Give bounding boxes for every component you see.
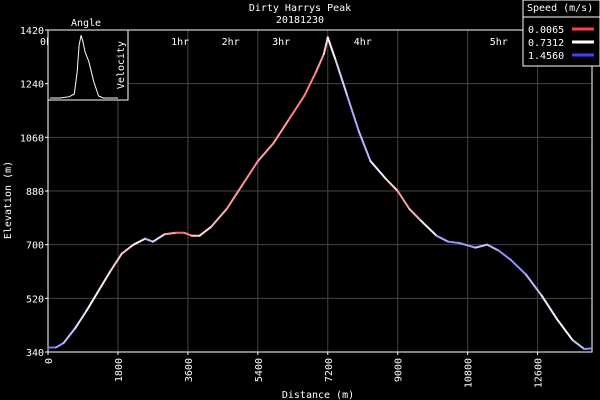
elevation-segment: [74, 309, 88, 330]
elevation-segment: [357, 130, 372, 163]
x-tick-label: 10800: [464, 358, 475, 388]
elevation-segment: [85, 289, 100, 312]
elevation-segment: [151, 233, 166, 243]
elevation-segment: [62, 327, 77, 345]
elevation-segment: [54, 342, 65, 349]
elevation-segment: [408, 207, 423, 222]
elevation-segment: [334, 58, 349, 97]
y-tick-label: 880: [26, 187, 44, 198]
y-tick-label: 1420: [20, 26, 44, 37]
elevation-segment: [396, 190, 411, 210]
speed-legend: Speed (m/s) 0.0065 0.7312 1.4560: [522, 0, 600, 67]
x-tick-label: 3600: [184, 358, 195, 382]
elevation-segment: [486, 243, 500, 252]
elevation-segment: [346, 94, 360, 133]
elevation-segment: [556, 318, 574, 342]
y-axis: 340 520 700 880 1060 1240 1420: [20, 26, 48, 359]
elevation-segment: [540, 294, 559, 321]
elevation-segment: [385, 178, 399, 192]
chart-title: Dirty Harrys Peak: [249, 3, 351, 14]
elevation-segment: [369, 160, 388, 181]
elevation-segment: [256, 142, 275, 163]
time-tick-label: 0h: [40, 37, 52, 48]
elevation-segment: [132, 237, 147, 246]
elevation-segment: [315, 52, 325, 73]
elevation-segment: [241, 160, 259, 187]
inset-title: Angle: [71, 18, 101, 29]
elevation-segment: [225, 184, 244, 210]
elevation-segment: [571, 339, 586, 351]
elevation-segment: [447, 240, 461, 245]
elevation-segment: [509, 258, 527, 276]
inset-ylabel: Velocity: [116, 41, 127, 89]
time-tick-label: 2hr: [222, 37, 240, 48]
y-tick-label: 1060: [20, 133, 44, 144]
elevation-segment: [497, 249, 512, 261]
elevation-series: [47, 36, 593, 351]
elevation-segment: [458, 242, 477, 249]
x-tick-label: 12600: [534, 358, 545, 388]
chart-subtitle: 20181230: [276, 15, 324, 26]
elevation-segment: [163, 231, 178, 236]
legend-title: Speed (m/s): [527, 3, 593, 14]
x-tick-label: 0: [44, 358, 55, 364]
x-axis: 0 1800 3600 5400 7200 9000 10800 12600: [44, 352, 545, 388]
elevation-segment: [287, 94, 306, 121]
time-tick-label: 3hr: [272, 37, 290, 48]
x-tick-label: 1800: [114, 358, 125, 382]
legend-entry-label: 1.4560: [528, 51, 564, 62]
elevation-segment: [303, 70, 318, 97]
elevation-segment: [120, 243, 135, 255]
elevation-segment: [326, 36, 337, 61]
y-axis-label: Elevation (m): [3, 161, 14, 239]
elevation-segment: [524, 273, 543, 297]
y-tick-label: 340: [26, 348, 44, 359]
y-tick-label: 520: [26, 294, 44, 305]
time-tick-label: 4hr: [354, 37, 372, 48]
elevation-segment: [474, 243, 489, 249]
x-tick-label: 7200: [324, 358, 335, 382]
legend-entry-label: 0.0065: [528, 25, 564, 36]
x-tick-label: 9000: [394, 358, 405, 382]
elevation-segment: [210, 207, 228, 228]
elevation-segment: [183, 231, 193, 237]
elevation-segment: [109, 252, 123, 273]
inset-curve: [50, 35, 118, 99]
time-tick-label: 5hr: [490, 37, 508, 48]
time-axis: 0h 1hr 2hr 3hr 4hr 5hr: [40, 37, 508, 48]
y-tick-label: 1240: [20, 80, 44, 91]
elevation-segment: [420, 219, 438, 237]
elevation-segment: [198, 225, 213, 237]
legend-entry-label: 0.7312: [528, 38, 564, 49]
elevation-segment: [144, 237, 154, 243]
y-tick-label: 700: [26, 241, 44, 252]
elevation-segment: [272, 118, 290, 145]
angle-velocity-inset: Angle Velocity: [47, 18, 129, 101]
x-tick-label: 5400: [254, 358, 265, 382]
time-tick-label: 1hr: [171, 37, 189, 48]
x-axis-label: Distance (m): [282, 390, 354, 400]
elevation-segment: [583, 347, 593, 351]
elevation-segment: [322, 36, 329, 55]
elevation-segment: [97, 270, 112, 292]
elevation-segment: [435, 234, 450, 243]
